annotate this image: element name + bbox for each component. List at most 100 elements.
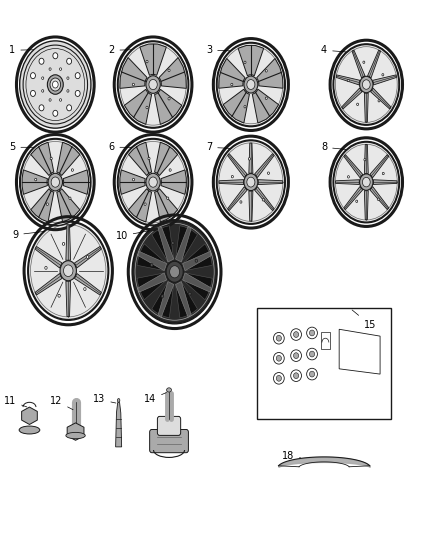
Ellipse shape	[146, 106, 148, 109]
Polygon shape	[74, 273, 101, 295]
Polygon shape	[67, 423, 84, 440]
Text: 1: 1	[9, 45, 34, 55]
Ellipse shape	[149, 79, 157, 90]
Ellipse shape	[28, 222, 108, 319]
Ellipse shape	[273, 352, 284, 364]
Polygon shape	[128, 142, 152, 175]
Text: 15: 15	[352, 310, 376, 329]
Ellipse shape	[276, 356, 282, 361]
Polygon shape	[228, 154, 247, 177]
Polygon shape	[183, 252, 211, 271]
Ellipse shape	[69, 197, 71, 199]
Polygon shape	[35, 273, 62, 295]
Polygon shape	[120, 58, 147, 88]
Ellipse shape	[360, 174, 373, 190]
Polygon shape	[370, 155, 389, 177]
Ellipse shape	[146, 76, 160, 93]
Polygon shape	[63, 170, 88, 195]
Ellipse shape	[244, 174, 258, 191]
Ellipse shape	[75, 91, 80, 96]
FancyBboxPatch shape	[157, 416, 180, 435]
Ellipse shape	[31, 72, 35, 79]
Ellipse shape	[60, 99, 62, 101]
Polygon shape	[339, 329, 380, 374]
Ellipse shape	[118, 139, 188, 225]
Polygon shape	[254, 187, 274, 211]
Ellipse shape	[347, 79, 349, 82]
Polygon shape	[176, 283, 198, 318]
Ellipse shape	[293, 353, 299, 359]
Ellipse shape	[60, 261, 76, 281]
Ellipse shape	[48, 173, 63, 191]
Ellipse shape	[168, 69, 170, 71]
Ellipse shape	[42, 90, 44, 92]
Polygon shape	[128, 189, 152, 222]
Polygon shape	[120, 170, 145, 195]
Polygon shape	[35, 246, 62, 268]
Ellipse shape	[195, 259, 198, 262]
Ellipse shape	[67, 105, 71, 111]
Ellipse shape	[67, 58, 71, 64]
Polygon shape	[176, 281, 191, 317]
Polygon shape	[66, 225, 71, 260]
Polygon shape	[336, 180, 359, 184]
Ellipse shape	[172, 241, 174, 245]
Polygon shape	[364, 191, 368, 220]
Ellipse shape	[149, 177, 157, 187]
Polygon shape	[342, 88, 362, 109]
Polygon shape	[367, 50, 381, 78]
Polygon shape	[161, 170, 186, 195]
Ellipse shape	[67, 77, 69, 79]
Ellipse shape	[310, 330, 314, 336]
Polygon shape	[371, 88, 391, 109]
Polygon shape	[152, 225, 173, 261]
Ellipse shape	[53, 81, 58, 88]
Ellipse shape	[265, 70, 267, 72]
Ellipse shape	[31, 91, 35, 96]
Ellipse shape	[166, 261, 183, 282]
Ellipse shape	[71, 169, 74, 171]
Ellipse shape	[362, 80, 370, 90]
Ellipse shape	[378, 100, 380, 102]
Ellipse shape	[244, 76, 258, 93]
Polygon shape	[257, 59, 283, 88]
Ellipse shape	[244, 106, 246, 108]
Polygon shape	[249, 191, 253, 221]
Polygon shape	[184, 273, 212, 300]
Ellipse shape	[53, 110, 58, 116]
Polygon shape	[116, 402, 122, 447]
Ellipse shape	[170, 265, 180, 278]
Ellipse shape	[35, 179, 37, 181]
Ellipse shape	[58, 294, 60, 297]
Ellipse shape	[273, 373, 284, 384]
Polygon shape	[249, 143, 253, 173]
Ellipse shape	[382, 172, 384, 175]
Polygon shape	[137, 244, 166, 270]
Polygon shape	[176, 225, 198, 261]
Ellipse shape	[307, 348, 318, 360]
Polygon shape	[184, 244, 212, 270]
Ellipse shape	[132, 83, 134, 86]
Text: 5: 5	[9, 142, 34, 152]
Text: 9: 9	[12, 230, 44, 240]
Ellipse shape	[262, 199, 264, 201]
Polygon shape	[74, 246, 101, 268]
Ellipse shape	[189, 292, 191, 295]
Ellipse shape	[360, 76, 373, 93]
Ellipse shape	[357, 103, 359, 106]
Polygon shape	[344, 187, 363, 209]
Ellipse shape	[244, 61, 246, 63]
Polygon shape	[370, 187, 389, 209]
Text: 2: 2	[108, 45, 131, 55]
Ellipse shape	[62, 243, 65, 245]
Ellipse shape	[132, 179, 134, 181]
Text: 3: 3	[206, 45, 230, 55]
Ellipse shape	[377, 198, 379, 200]
Ellipse shape	[67, 90, 69, 92]
Polygon shape	[124, 90, 152, 124]
Polygon shape	[352, 50, 365, 78]
Polygon shape	[183, 273, 211, 292]
Ellipse shape	[49, 99, 51, 101]
Polygon shape	[57, 142, 80, 175]
Ellipse shape	[265, 97, 267, 100]
